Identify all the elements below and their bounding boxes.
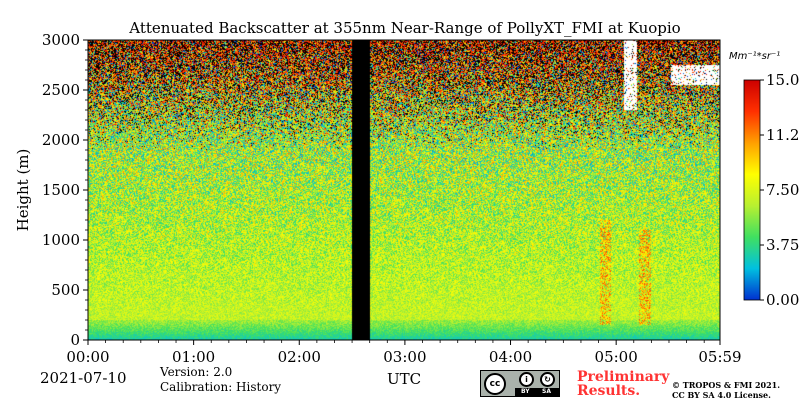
colorbar-gradient — [743, 79, 761, 301]
sa-label: SA — [542, 388, 551, 395]
plot-area — [87, 39, 721, 341]
colorbar-unit-label: Mm⁻¹*sr⁻¹ — [729, 51, 780, 62]
colorbar-tick-label: 3.75 — [766, 236, 799, 254]
colorbar-tick-label: 7.50 — [766, 181, 799, 199]
license-bar — [515, 388, 559, 396]
chart-title: Attenuated Backscatter at 355nm Near-Ran… — [128, 19, 680, 37]
x-tick-label: 05:00 — [595, 348, 638, 366]
y-tick-label: 3000 — [42, 31, 80, 49]
colorbar-tick-label: 15.00 — [766, 71, 800, 89]
cc-by-sa-icon: cc i ↻ BY SA — [480, 370, 560, 397]
y-tick-label: 2500 — [42, 81, 80, 99]
y-tick-label: 2000 — [42, 131, 80, 149]
by-person-icon: i — [519, 372, 534, 387]
by-label: BY — [521, 388, 530, 395]
y-tick-label: 1000 — [42, 231, 80, 249]
heatmap-image — [88, 40, 720, 340]
copyright-line2: CC BY SA 4.0 License. — [672, 390, 771, 400]
calibration-label: Calibration: History — [160, 380, 282, 394]
x-axis-label: UTC — [387, 370, 421, 388]
x-axis: 00:00 01:00 02:00 03:00 04:00 05:00 05:59 — [66, 340, 742, 366]
y-tick-label: 0 — [70, 331, 80, 349]
x-tick-label: 05:59 — [698, 348, 741, 366]
x-tick-label: 01:00 — [172, 348, 215, 366]
y-tick-label: 1500 — [42, 181, 80, 199]
preliminary-line2: Results. — [577, 383, 641, 399]
x-tick-label: 04:00 — [489, 348, 532, 366]
date-label: 2021-07-10 — [40, 369, 127, 387]
x-tick-label: 03:00 — [383, 348, 426, 366]
sa-share-icon: ↻ — [540, 372, 555, 387]
colorbar: 0.00 3.75 7.50 11.25 15.00 — [743, 71, 800, 309]
colorbar-tick-label: 0.00 — [766, 291, 799, 309]
copyright-line1: © TROPOS & FMI 2021. — [672, 380, 781, 390]
x-tick-label: 02:00 — [278, 348, 321, 366]
y-axis-label: Height (m) — [14, 149, 32, 232]
y-tick-label: 500 — [51, 281, 80, 299]
y-axis: 0 500 1000 1500 2000 2500 3000 — [42, 31, 88, 349]
version-label: Version: 2.0 — [160, 365, 233, 379]
preliminary-line1: Preliminary — [577, 369, 670, 385]
cc-circle-icon: cc — [484, 373, 506, 395]
colorbar-tick-label: 11.25 — [766, 126, 800, 144]
x-tick-label: 00:00 — [66, 348, 109, 366]
